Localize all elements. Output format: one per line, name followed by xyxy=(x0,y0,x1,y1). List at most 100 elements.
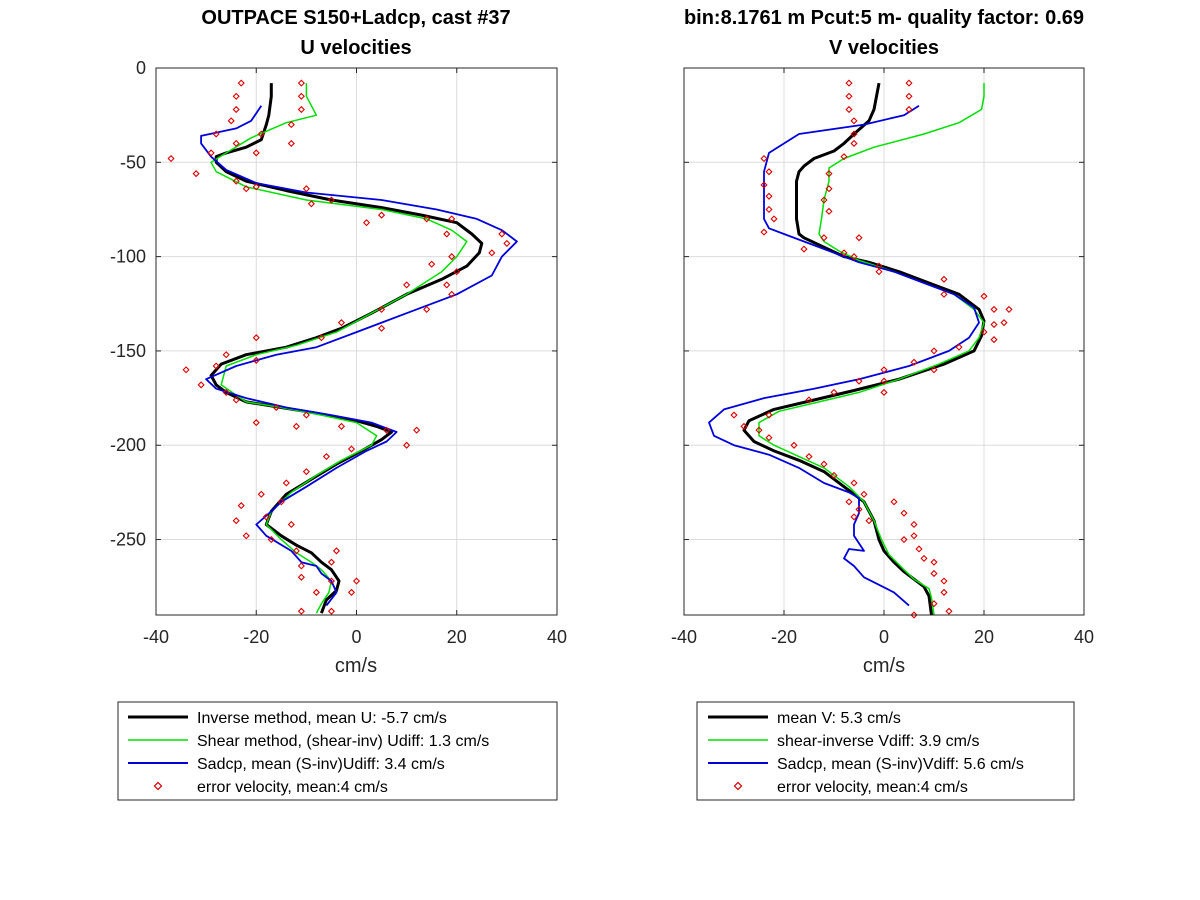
x-tick-label: 20 xyxy=(447,627,467,647)
error-velocity-point xyxy=(980,328,988,336)
y-tick-label: -150 xyxy=(110,341,146,361)
error-velocity-point xyxy=(845,92,853,100)
u-legend-box xyxy=(117,701,558,801)
error-velocity-point xyxy=(488,249,496,257)
v-legend-entry-sadcp: Sadcp, mean (S-inv)Vdiff: 5.6 cm/s xyxy=(777,756,1024,773)
error-velocity-point xyxy=(940,588,948,596)
error-velocity-point xyxy=(910,520,918,529)
error-velocity-point xyxy=(252,334,260,342)
u-legend-entry-inverse: Inverse method, mean U: -5.7 cm/s xyxy=(197,710,447,727)
error-velocity-point xyxy=(900,509,908,517)
error-velocity-point xyxy=(860,490,868,498)
u-legend-entry-sadcp: Sadcp, mean (S-inv)Udiff: 3.4 cm/s xyxy=(197,756,445,773)
legend-swatch-error-v xyxy=(733,781,743,791)
series-line-inverse xyxy=(742,82,986,616)
error-velocity-point xyxy=(327,577,336,585)
error-velocity-point xyxy=(232,177,240,185)
error-velocity-point xyxy=(880,377,888,385)
error-velocity-point xyxy=(428,260,436,268)
error-velocity-point xyxy=(930,347,938,355)
x-tick-label: -40 xyxy=(143,627,169,647)
error-velocity-point xyxy=(880,388,888,397)
error-velocity-point xyxy=(930,366,938,374)
error-velocity-point xyxy=(850,117,858,125)
error-velocity-point xyxy=(955,343,963,351)
error-velocity-point xyxy=(377,211,386,219)
error-velocity-point xyxy=(287,520,295,529)
error-velocity-point xyxy=(277,498,285,506)
error-velocity-point xyxy=(332,547,341,555)
x-tick-label: -40 xyxy=(671,627,697,647)
error-velocity-point xyxy=(910,358,918,366)
error-velocity-point xyxy=(237,79,245,87)
error-velocity-point xyxy=(850,513,858,521)
error-velocity-point xyxy=(307,200,315,208)
series-line-sadcp xyxy=(200,105,518,607)
y-tick-label: -50 xyxy=(120,152,146,172)
error-velocity-point xyxy=(765,411,773,419)
error-velocity-point xyxy=(855,234,863,242)
error-velocity-point xyxy=(423,305,431,314)
error-velocity-point xyxy=(850,139,858,148)
error-velocity-point xyxy=(855,377,863,385)
left-plot-title: OUTPACE S150+Ladcp, cast #37 xyxy=(201,7,510,29)
error-velocity-point xyxy=(980,292,988,300)
error-velocity-point xyxy=(940,290,948,298)
u-legend-entry-error: error velocity, mean:4 cm/s xyxy=(197,779,388,796)
error-velocity-point xyxy=(232,105,240,114)
error-velocity-point xyxy=(760,154,768,163)
error-velocity-point xyxy=(730,411,738,419)
error-velocity-point xyxy=(940,275,948,283)
y-tick-label: -250 xyxy=(110,530,146,550)
error-velocity-point xyxy=(403,281,411,289)
error-velocity-point xyxy=(790,441,798,449)
error-velocity-point xyxy=(257,490,265,498)
error-velocity-point xyxy=(232,139,240,148)
error-velocity-point xyxy=(222,388,230,397)
left-plot-subtitle: U velocities xyxy=(300,37,411,59)
error-velocity-point xyxy=(765,205,773,214)
error-velocity-point xyxy=(905,105,913,114)
error-velocity-point xyxy=(382,426,391,434)
x-tick-label: 0 xyxy=(879,627,889,647)
error-velocity-point xyxy=(292,422,300,430)
series-line-sadcp xyxy=(708,104,980,607)
v-velocity-plot: -40 -20 0 20 40 bin:8.1761 m Pcut:5 m- quali… xyxy=(671,7,1094,677)
error-velocity-point xyxy=(900,535,908,544)
error-velocity-point xyxy=(242,532,250,540)
error-velocity-point xyxy=(990,305,998,314)
error-velocity-point xyxy=(920,554,928,562)
error-velocity-point xyxy=(242,185,250,193)
series-line-inverse xyxy=(209,83,484,614)
error-velocity-point xyxy=(287,139,295,148)
error-velocity-point xyxy=(840,249,848,257)
error-velocity-point xyxy=(347,588,356,596)
u-plot-series xyxy=(200,83,518,614)
error-velocity-point xyxy=(222,351,230,359)
right-plot-subtitle: V velocities xyxy=(829,37,939,59)
y-tick-label: -100 xyxy=(110,247,146,267)
series-line-shear xyxy=(758,83,985,616)
error-velocity-point xyxy=(317,334,325,342)
error-velocity-point xyxy=(770,215,778,223)
error-velocity-point xyxy=(765,434,773,442)
error-velocity-point xyxy=(282,479,290,487)
error-velocity-point xyxy=(830,388,838,397)
error-velocity-point xyxy=(262,513,270,521)
x-tick-label: -20 xyxy=(243,627,269,647)
v-plot-xlabel: cm/s xyxy=(863,655,905,677)
error-velocity-point xyxy=(302,411,310,419)
error-velocity-point xyxy=(297,105,305,114)
error-velocity-point xyxy=(880,366,888,374)
series-line-shear xyxy=(210,83,468,614)
right-plot-title: bin:8.1761 m Pcut:5 m- quality factor: 0… xyxy=(684,7,1084,29)
v-legend-entry-shear: shear-inverse Vdiff: 3.9 cm/s xyxy=(777,733,979,750)
x-tick-label: 40 xyxy=(1074,627,1094,647)
error-velocity-point xyxy=(825,207,833,215)
error-velocity-point xyxy=(453,268,461,276)
error-velocity-point xyxy=(740,422,748,430)
error-velocity-point xyxy=(252,419,260,427)
error-velocity-point xyxy=(182,366,190,374)
error-velocity-point xyxy=(930,558,938,566)
u-velocity-plot: -40 -20 0 20 400-50-100-150-200-250 OUTPACE … xyxy=(110,7,567,677)
